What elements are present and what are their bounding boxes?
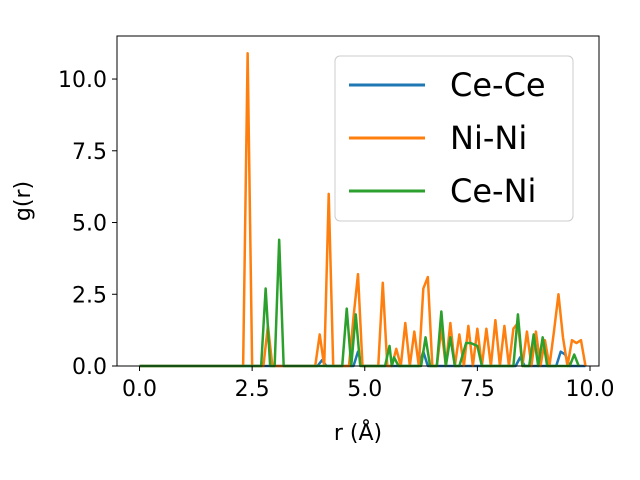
- legend-entry-label: Ce-Ni: [450, 172, 536, 210]
- x-tick-label: 7.5: [460, 377, 495, 402]
- y-tick-label: 2.5: [72, 283, 107, 308]
- x-tick-label: 2.5: [235, 377, 270, 402]
- y-tick-label: 0.0: [72, 355, 107, 380]
- y-tick-label: 5.0: [72, 212, 107, 237]
- x-tick-label: 0.0: [122, 377, 157, 402]
- x-tick-label: 10.0: [565, 377, 614, 402]
- plot-frame: [116, 35, 600, 367]
- y-axis-label: g(r): [11, 181, 36, 221]
- legend-entry-label: Ni-Ni: [450, 119, 527, 157]
- legend-entry-label: Ce-Ce: [450, 66, 546, 104]
- legend-box: [334, 55, 574, 222]
- x-axis-ticks: 0.0 2.5 5.0 7.5 10.0: [122, 366, 614, 402]
- y-axis-ticks: 0.0 2.5 5.0 7.5 10.0: [58, 68, 117, 380]
- y-tick-label: 10.0: [58, 68, 107, 93]
- y-tick-label: 7.5: [72, 140, 107, 165]
- x-axis-label: r (Å): [334, 419, 382, 446]
- legend: Ce-Ce Ni-Ni Ce-Ni: [334, 55, 574, 222]
- x-tick-label: 5.0: [347, 377, 382, 402]
